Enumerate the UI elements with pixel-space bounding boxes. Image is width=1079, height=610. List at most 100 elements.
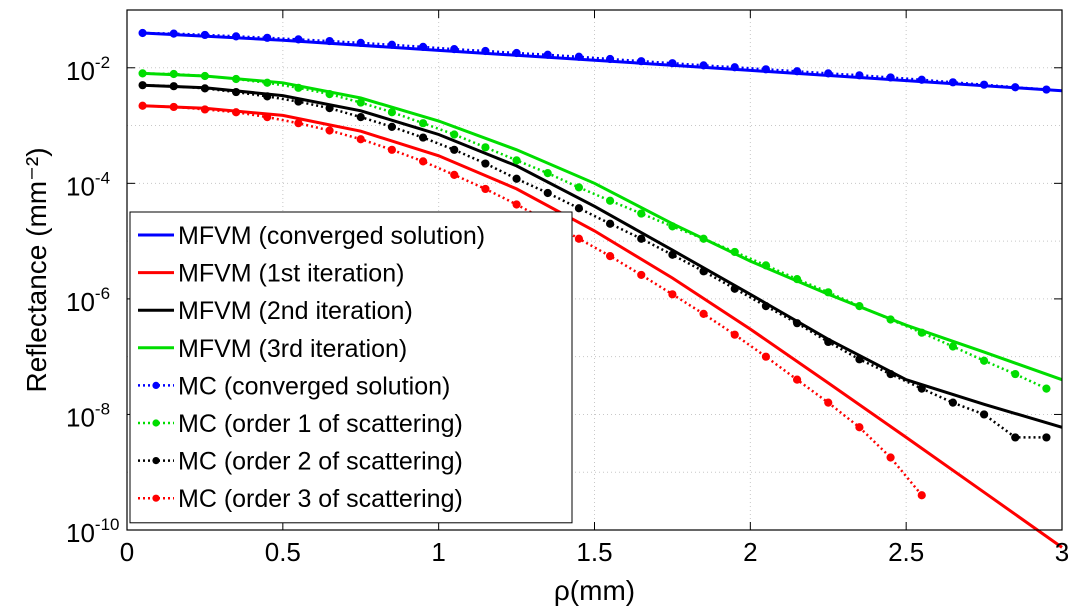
series-point — [169, 82, 178, 91]
series-point — [512, 200, 521, 209]
x-tick-label: 2 — [743, 537, 757, 567]
x-axis-label: ρ(mm) — [554, 575, 635, 606]
series-point — [1011, 83, 1020, 92]
series-point — [730, 330, 739, 339]
series-point — [231, 87, 241, 97]
series-point — [886, 453, 895, 462]
series-point — [886, 315, 895, 324]
series-point — [761, 302, 771, 311]
y-tick-label: 10-8 — [66, 399, 110, 432]
series-point — [917, 491, 926, 500]
series-4 — [138, 28, 1051, 94]
y-tick-label: 10-6 — [66, 284, 110, 317]
series-point — [605, 219, 615, 228]
series-point — [325, 36, 334, 46]
series-point — [481, 143, 490, 152]
series-point — [169, 102, 178, 112]
x-tick-label: 2.5 — [888, 537, 924, 567]
series-point — [605, 196, 615, 205]
series-point — [138, 28, 147, 38]
series-point — [605, 252, 615, 261]
series-point — [979, 356, 989, 365]
legend-label: MC (order 1 of scattering) — [178, 410, 463, 438]
series-point — [1042, 433, 1051, 442]
series-point — [824, 337, 833, 347]
legend-marker — [152, 419, 160, 427]
series-point — [761, 261, 771, 270]
series-point — [200, 30, 210, 40]
series-point — [263, 33, 272, 42]
series-line — [142, 104, 923, 496]
series-point — [917, 328, 926, 337]
series-line — [142, 31, 1063, 93]
legend-label: MFVM (converged solution) — [178, 222, 485, 250]
series-point — [450, 170, 459, 179]
series-6 — [138, 81, 1051, 442]
series-point — [512, 174, 521, 183]
series-point — [450, 130, 459, 139]
series-point — [917, 75, 926, 84]
series-2 — [142, 83, 1063, 429]
series-point — [418, 133, 428, 142]
series-point — [792, 275, 802, 284]
series-point — [605, 54, 615, 64]
series-layer — [138, 28, 1063, 549]
series-point — [263, 92, 272, 101]
series-point — [855, 71, 864, 80]
y-tick-label: 10-10 — [66, 515, 120, 548]
series-point — [263, 113, 272, 122]
series-point — [730, 284, 739, 293]
series-point — [668, 290, 677, 299]
series-point — [325, 90, 334, 99]
series-point — [824, 288, 833, 297]
series-point — [979, 410, 989, 419]
series-point — [138, 69, 147, 78]
legend-label: MFVM (3rd iteration) — [178, 335, 407, 363]
series-point — [543, 169, 552, 178]
series-point — [418, 42, 428, 51]
series-point — [231, 108, 241, 117]
series-point — [418, 119, 428, 128]
series-point — [979, 80, 989, 89]
x-tick-label: 0 — [120, 537, 134, 567]
series-point — [387, 122, 397, 131]
series-point — [200, 105, 210, 114]
series-point — [699, 61, 708, 70]
series-point — [637, 234, 646, 243]
series-point — [387, 145, 397, 154]
series-point — [231, 32, 241, 41]
series-point — [325, 126, 334, 135]
series-point — [356, 38, 365, 47]
series-line — [142, 104, 1063, 549]
series-point — [637, 209, 646, 218]
series-point — [200, 71, 210, 81]
x-tick-label: 0.5 — [265, 537, 301, 567]
legend-label: MFVM (1st iteration) — [178, 260, 404, 288]
series-point — [1042, 85, 1051, 94]
series-point — [730, 63, 739, 72]
series-point — [356, 113, 365, 122]
series-point — [138, 101, 147, 110]
series-5 — [138, 69, 1051, 393]
series-point — [637, 57, 646, 66]
series-point — [263, 78, 272, 87]
series-point — [948, 78, 958, 87]
series-point — [948, 342, 958, 351]
series-point — [886, 369, 895, 379]
y-tick-label: 10-2 — [66, 53, 110, 86]
x-tick-label: 1.5 — [576, 537, 612, 567]
series-point — [574, 234, 584, 243]
series-line — [142, 72, 1047, 390]
series-point — [792, 319, 802, 328]
series-point — [574, 204, 584, 213]
series-point — [855, 423, 864, 432]
legend-label: MFVM (2nd iteration) — [178, 297, 413, 325]
series-point — [387, 40, 397, 49]
series-point — [325, 104, 334, 113]
series-point — [699, 267, 708, 276]
series-point — [481, 46, 490, 56]
series-point — [231, 74, 241, 84]
series-point — [481, 159, 490, 168]
series-point — [699, 309, 708, 318]
